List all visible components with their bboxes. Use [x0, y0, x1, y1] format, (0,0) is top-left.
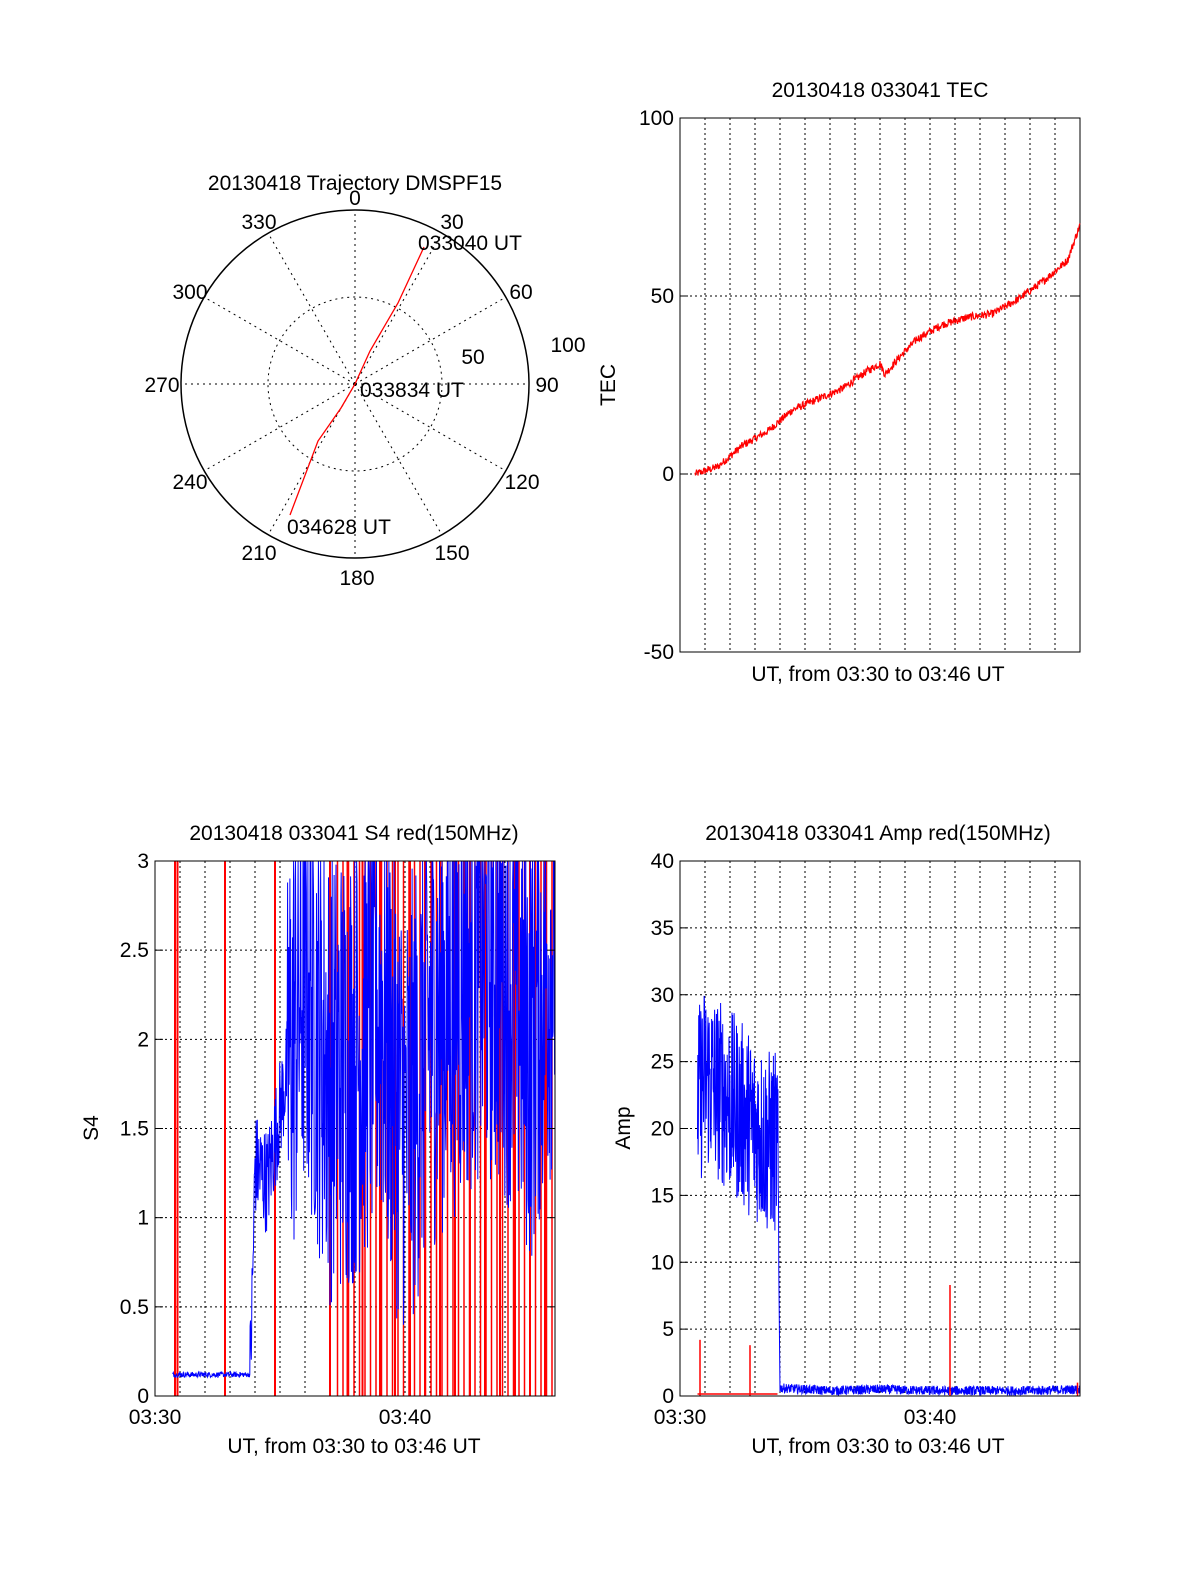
amp-yticks: 0 5 10 15 20 25 30 35 40 — [651, 850, 1080, 1408]
amp-ytick-label: 0 — [662, 1385, 674, 1408]
polar-outer-ring — [180, 209, 530, 559]
s4-ytick-label: 0 — [137, 1385, 149, 1408]
s4-yticks: 0 0.5 1 1.5 2 2.5 3 — [120, 850, 555, 1408]
angle-label: 120 — [504, 471, 539, 494]
tec-chart: 20130418 033041 TEC -50 0 50 100 TEC UT, fr… — [597, 79, 1081, 686]
angle-label: 210 — [241, 542, 276, 565]
radial-label: 50 — [461, 346, 484, 369]
tec-title: 20130418 033041 TEC — [772, 79, 989, 102]
polar-inner-ring — [267, 296, 443, 472]
angle-label: 330 — [241, 211, 276, 234]
amp-ytick-label: 35 — [651, 917, 674, 940]
polar-spoke — [267, 383, 356, 536]
amp-ytick-label: 15 — [651, 1184, 674, 1207]
tec-ytick-label: -50 — [644, 641, 674, 664]
s4-xlabel: UT, from 03:30 to 03:46 UT — [227, 1435, 480, 1458]
tec-series-line — [694, 223, 1081, 476]
angle-label: 150 — [434, 542, 469, 565]
angle-label: 30 — [440, 211, 463, 234]
amp-title: 20130418 033041 Amp red(150MHz) — [705, 822, 1051, 845]
s4-ytick-label: 1.5 — [120, 1118, 149, 1141]
angle-label: 300 — [172, 281, 207, 304]
s4-xticks: 03:30 03:40 — [129, 1406, 432, 1429]
amp-xticks: 03:30 03:40 — [654, 1406, 957, 1429]
s4-ytick-label: 0.5 — [120, 1296, 149, 1319]
amp-xtick-label: 03:30 — [654, 1406, 707, 1429]
radial-label: 100 — [550, 334, 585, 357]
s4-chart: 20130418 033041 S4 red(150MHz) 0 0.5 1 1.5 2… — [80, 822, 556, 1458]
tec-ytick-label: 0 — [662, 463, 674, 486]
s4-title: 20130418 033041 S4 red(150MHz) — [189, 822, 518, 845]
amp-ylabel: Amp — [612, 1106, 635, 1149]
tec-ylabel: TEC — [597, 364, 620, 406]
s4-ylabel: S4 — [80, 1115, 103, 1141]
polar-spoke — [203, 296, 356, 385]
polar-spoke — [354, 383, 443, 536]
tec-grid — [680, 118, 1080, 652]
polar-spoke — [354, 296, 507, 385]
amp-ytick-label: 40 — [651, 850, 674, 873]
s4-ytick-label: 2.5 — [120, 939, 149, 962]
trajectory-mid-label: 033834 UT — [360, 379, 464, 402]
amp-blue-series — [697, 995, 1081, 1397]
tec-ytick-label: 50 — [651, 285, 674, 308]
s4-ytick-label: 3 — [137, 850, 149, 873]
angle-label: 0 — [349, 187, 361, 210]
polar-spoke — [203, 383, 356, 472]
s4-xtick-label: 03:30 — [129, 1406, 182, 1429]
polar-spoke — [354, 383, 507, 472]
amp-ytick-label: 10 — [651, 1251, 674, 1274]
polar-chart: 20130418 Trajectory DMSPF15 0 30 60 90 1… — [144, 172, 585, 590]
angle-label: 90 — [535, 374, 558, 397]
angle-label: 180 — [339, 567, 374, 590]
polar-spoke — [354, 232, 443, 385]
amp-chart: 20130418 033041 Amp red(150MHz) 0 5 10 15 20… — [612, 822, 1081, 1458]
amp-ytick-label: 25 — [651, 1051, 674, 1074]
trajectory-line — [289, 246, 425, 516]
amp-red-series — [697, 1284, 1079, 1396]
angle-label: 60 — [509, 281, 532, 304]
tec-xlabel: UT, from 03:30 to 03:46 UT — [751, 663, 1004, 686]
tec-ytick-label: 100 — [639, 107, 674, 130]
tec-yticks: -50 0 50 100 — [639, 107, 1080, 664]
trajectory-end-label: 034628 UT — [287, 516, 391, 539]
s4-ytick-label: 1 — [137, 1207, 149, 1230]
amp-grid — [680, 861, 1080, 1396]
tec-frame — [679, 117, 1081, 653]
polar-title: 20130418 Trajectory DMSPF15 — [208, 172, 502, 195]
amp-ytick-label: 5 — [662, 1318, 674, 1341]
trajectory-start-label: 033040 UT — [418, 232, 522, 255]
amp-ytick-label: 20 — [651, 1118, 674, 1141]
amp-xlabel: UT, from 03:30 to 03:46 UT — [751, 1435, 1004, 1458]
s4-ytick-label: 2 — [137, 1028, 149, 1051]
amp-ytick-label: 30 — [651, 984, 674, 1007]
amp-xtick-label: 03:40 — [904, 1406, 957, 1429]
angle-label: 240 — [172, 471, 207, 494]
angle-label: 270 — [144, 374, 179, 397]
polar-grid — [181, 210, 529, 558]
polar-spoke — [267, 232, 356, 385]
s4-xtick-label: 03:40 — [379, 1406, 432, 1429]
